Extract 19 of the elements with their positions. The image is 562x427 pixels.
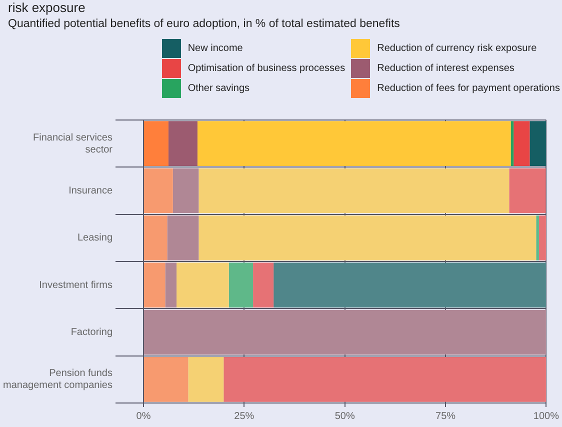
y-tick-label: Factoring (70, 327, 113, 338)
x-tick-label: 50% (334, 410, 355, 422)
y-tick-label: Pension funds management companies (2, 368, 113, 392)
legend-label: Optimisation of business processes (188, 63, 346, 74)
x-tick-label: 100% (533, 410, 560, 422)
y-tick-label: Investment firms (39, 280, 113, 291)
chart-subtitle: Quantified potential benefits of euro adoption, in % of total estimated benefits (7, 17, 401, 31)
legend-label: Reduction of currency risk exposure (377, 43, 537, 54)
legend-label: Reduction of fees for payment operations (377, 83, 560, 94)
x-tick-label: 25% (234, 410, 254, 422)
y-tick-label: Leasing (77, 232, 113, 244)
legend-label: Reduction of interest expenses (377, 63, 514, 74)
legend-label: New income (188, 43, 243, 54)
legend-label: Other savings (188, 83, 250, 94)
y-tick-label: Financial services sector (33, 132, 114, 156)
x-tick-label: 75% (436, 410, 456, 422)
chart-title: risk exposure (7, 0, 86, 15)
x-tick-label: 0% (136, 410, 151, 422)
y-tick-label: Insurance (68, 186, 113, 196)
